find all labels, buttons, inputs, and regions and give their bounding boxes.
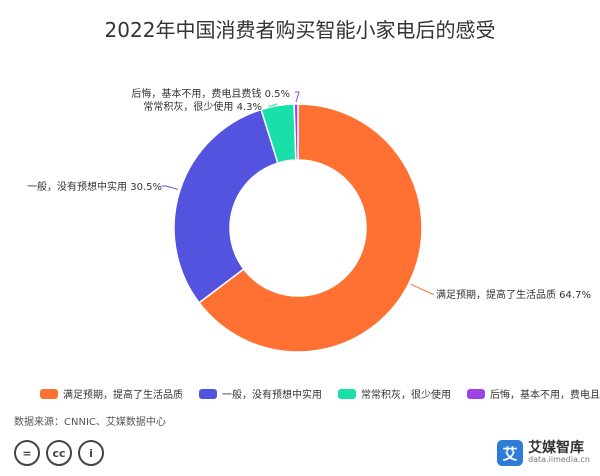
data-label-satisfied: 满足预期，提高了生活品质 64.7% (436, 288, 591, 301)
data-label-regret: 后悔，基本不用，费电且费钱 0.5% (131, 87, 290, 100)
donut-slice-satisfied[interactable] (198, 103, 423, 353)
legend-item-dusty[interactable]: 常常积灰，很少使用 (338, 386, 451, 401)
leader-line-average (162, 185, 179, 190)
legend-label: 一般，没有预想中实用 (222, 390, 322, 401)
license-icons: = cc i (14, 440, 104, 466)
legend-item-regret[interactable]: 后悔，基本不用，费电且费钱 (467, 386, 600, 401)
brand-url: data.iimedia.cn (528, 455, 590, 465)
creative-commons-icon: cc (46, 440, 72, 466)
legend-swatch (338, 388, 356, 399)
chart-legend: 满足预期，提高了生活品质 一般，没有预想中实用 常常积灰，很少使用 后悔，基本不… (40, 386, 600, 401)
data-source: 数据来源：CNNIC、艾媒数据中心 (14, 417, 166, 428)
attribution-person-icon: i (78, 440, 104, 466)
legend-swatch (199, 388, 217, 399)
legend-label: 常常积灰，很少使用 (361, 390, 451, 401)
legend-swatch (40, 388, 58, 399)
legend-label: 后悔，基本不用，费电且费钱 (490, 390, 600, 401)
legend-swatch (467, 388, 485, 399)
leader-line-satisfied (410, 283, 434, 295)
data-label-dusty: 常常积灰，很少使用 4.3% (143, 100, 262, 113)
legend-label: 满足预期，提高了生活品质 (63, 390, 183, 401)
legend-item-satisfied[interactable]: 满足预期，提高了生活品质 (40, 386, 183, 401)
donut-slice-regret[interactable] (293, 103, 299, 161)
leader-line-regret (295, 91, 300, 103)
data-label-average: 一般，没有预想中实用 30.5% (27, 180, 162, 193)
iimedia-logo-icon: 艾 (497, 440, 524, 466)
brand-watermark: 艾 艾媒智库 data.iimedia.cn (497, 440, 590, 466)
donut-slice-average[interactable] (173, 108, 279, 304)
donut-chart: 满足预期，提高了生活品质 64.7% 一般，没有预想中实用 30.5% 常常积灰，很… (27, 87, 591, 353)
brand-name: 艾媒智库 (528, 439, 585, 456)
legend-item-average[interactable]: 一般，没有预想中实用 (199, 386, 322, 401)
chart-title: 2022年中国消费者购买智能小家电后的感受 (104, 18, 496, 42)
leader-line-dusty (268, 103, 278, 107)
equal-icon: = (14, 440, 40, 466)
